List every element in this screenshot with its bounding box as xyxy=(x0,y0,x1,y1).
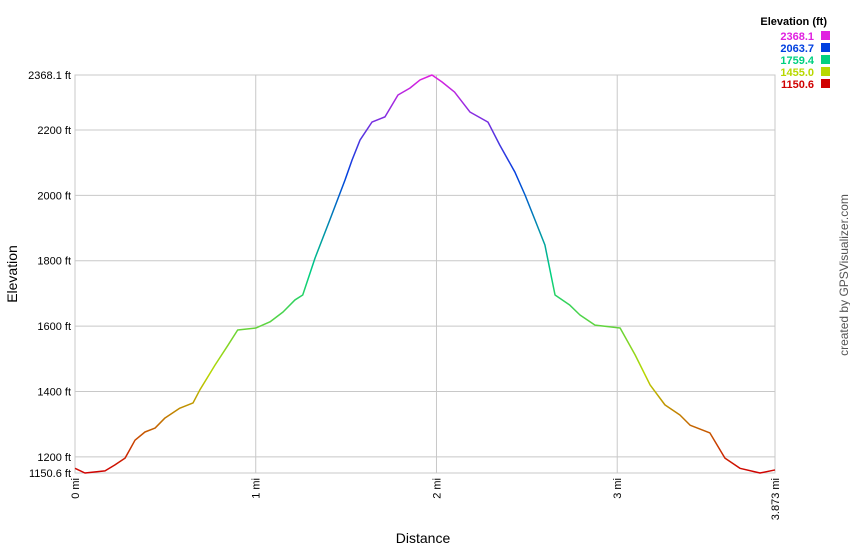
elevation-line xyxy=(74,74,776,474)
x-tick-label: 3 mi xyxy=(612,478,624,499)
x-axis-title: Distance xyxy=(396,530,451,546)
legend-label: 2368.1 xyxy=(780,31,814,43)
x-tick-label: 0 mi xyxy=(70,478,82,499)
y-tick-label: 2200 ft xyxy=(37,125,71,137)
y-axis-title: Elevation xyxy=(4,245,20,303)
x-tick-label: 1 mi xyxy=(251,478,263,499)
legend-swatch xyxy=(821,79,830,88)
y-tick-label: 1400 ft xyxy=(37,386,71,398)
y-tick-label: 2368.1 ft xyxy=(28,70,71,82)
legend-label: 2063.7 xyxy=(780,43,814,55)
plot-frame xyxy=(74,74,776,474)
legend-label: 1759.4 xyxy=(780,55,815,67)
x-tick-label: 2 mi xyxy=(431,478,443,499)
legend-label: 1150.6 xyxy=(781,79,814,91)
legend-swatch xyxy=(821,55,830,64)
y-tick-label: 1150.6 ft xyxy=(29,468,71,480)
y-tick-label: 1200 ft xyxy=(37,452,71,464)
y-tick-label: 2000 ft xyxy=(37,190,71,202)
legend-title: Elevation (ft) xyxy=(760,16,827,28)
credit: created by GPSVisualizer.com xyxy=(837,194,850,356)
legend-swatch xyxy=(821,31,830,40)
legend-swatch xyxy=(821,67,830,76)
legend-label: 1455.0 xyxy=(780,67,814,79)
x-tick-label: 3.873 mi xyxy=(770,478,782,520)
y-tick-label: 1800 ft xyxy=(37,256,71,268)
legend-swatch xyxy=(821,43,830,52)
y-tick-label: 1600 ft xyxy=(37,321,71,333)
